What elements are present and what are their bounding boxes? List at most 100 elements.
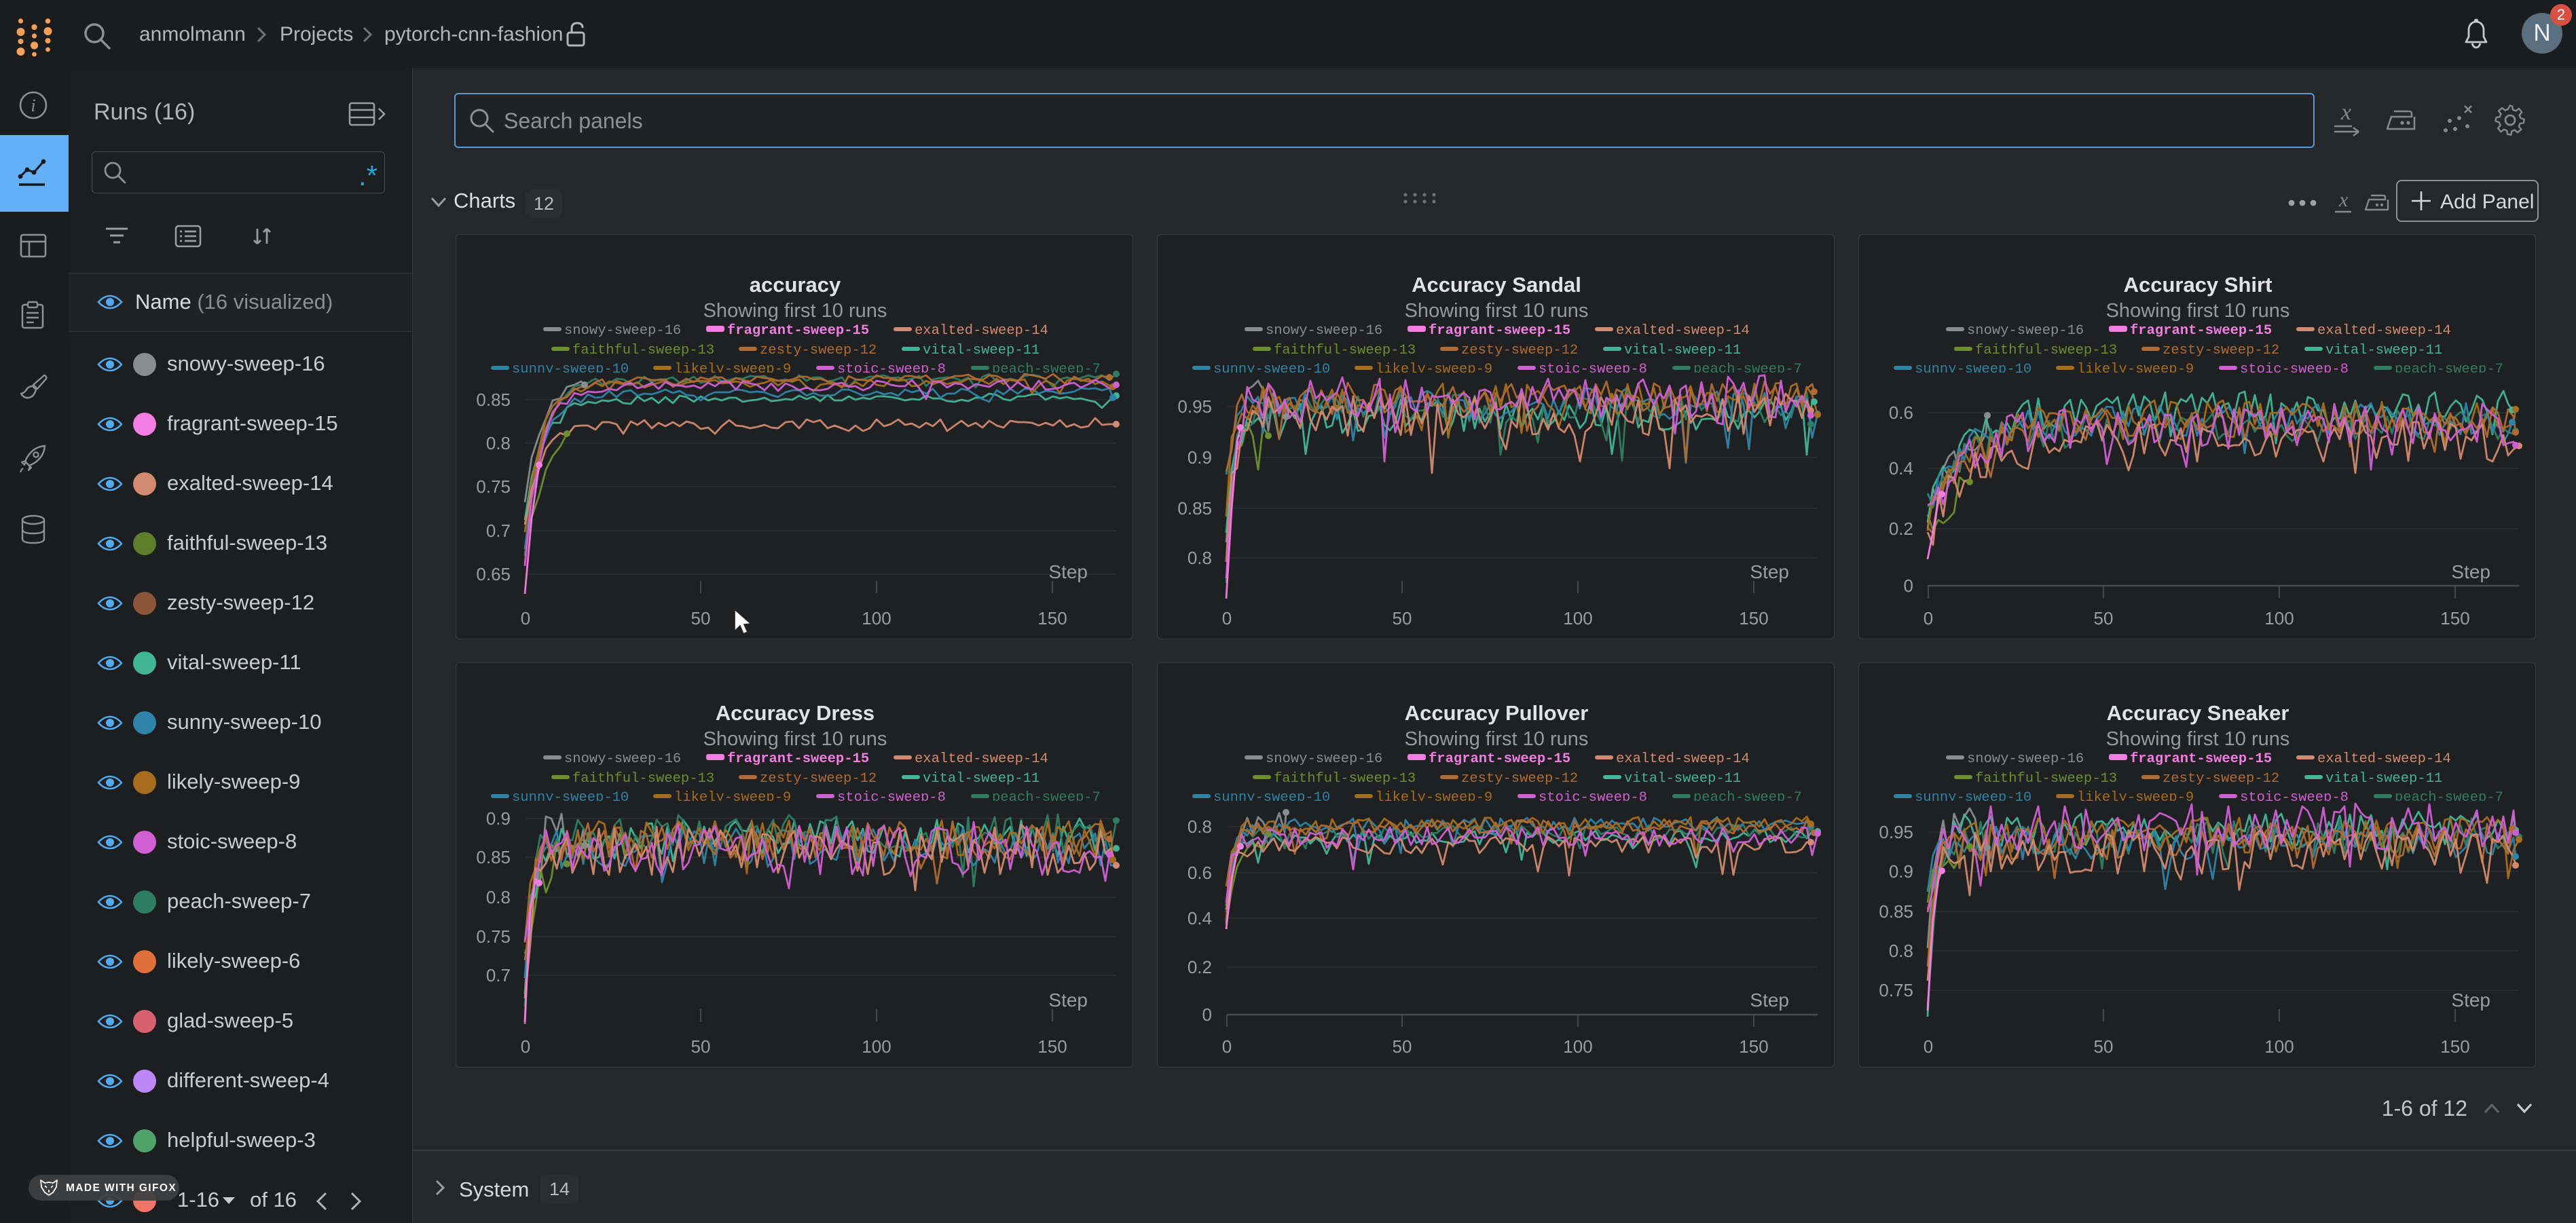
svg-text:0.85: 0.85 bbox=[1879, 901, 1913, 922]
svg-text:0.4: 0.4 bbox=[1889, 458, 1913, 478]
svg-text:likely-sweep-9: likely-sweep-9 bbox=[1376, 790, 1492, 806]
svg-text:0: 0 bbox=[1222, 608, 1232, 628]
svg-text:fragrant-sweep-15: fragrant-sweep-15 bbox=[1429, 323, 1570, 339]
svg-text:0: 0 bbox=[1202, 1004, 1212, 1025]
svg-text:stoic-sweep-8: stoic-sweep-8 bbox=[2240, 362, 2349, 377]
svg-text:vital-sweep-11: vital-sweep-11 bbox=[2325, 771, 2442, 787]
svg-text:50: 50 bbox=[691, 1036, 711, 1057]
svg-text:100: 100 bbox=[1563, 608, 1592, 628]
svg-text:0: 0 bbox=[1904, 576, 1913, 596]
svg-text:50: 50 bbox=[2094, 1036, 2114, 1057]
svg-text:vital-sweep-11: vital-sweep-11 bbox=[923, 771, 1039, 787]
svg-text:likely-sweep-9: likely-sweep-9 bbox=[1376, 362, 1492, 377]
svg-text:Step: Step bbox=[1048, 561, 1088, 582]
svg-text:likely-sweep-9: likely-sweep-9 bbox=[674, 362, 791, 377]
svg-text:150: 150 bbox=[2440, 608, 2469, 628]
svg-text:0.2: 0.2 bbox=[1889, 519, 1913, 539]
svg-text:0.95: 0.95 bbox=[1879, 822, 1913, 842]
svg-text:Showing first 10 runs: Showing first 10 runs bbox=[703, 300, 887, 322]
svg-text:Showing first 10 runs: Showing first 10 runs bbox=[1405, 300, 1589, 322]
svg-text:likely-sweep-9: likely-sweep-9 bbox=[674, 790, 791, 806]
svg-text:0.6: 0.6 bbox=[1889, 402, 1913, 423]
svg-text:exalted-sweep-14: exalted-sweep-14 bbox=[2317, 323, 2451, 339]
svg-text:0: 0 bbox=[1924, 1036, 1933, 1057]
svg-text:0.9: 0.9 bbox=[1188, 447, 1212, 468]
svg-text:Step: Step bbox=[1048, 990, 1088, 1011]
svg-text:0: 0 bbox=[1924, 608, 1933, 628]
svg-text:peach-sweep-7: peach-sweep-7 bbox=[992, 790, 1101, 806]
svg-text:0.75: 0.75 bbox=[476, 926, 511, 947]
svg-text:peach-sweep-7: peach-sweep-7 bbox=[992, 362, 1101, 377]
svg-text:100: 100 bbox=[1563, 1036, 1592, 1057]
svg-text:50: 50 bbox=[2094, 608, 2114, 628]
svg-text:0.8: 0.8 bbox=[486, 433, 511, 453]
svg-text:0.8: 0.8 bbox=[1188, 816, 1212, 837]
svg-text:0.7: 0.7 bbox=[486, 965, 511, 985]
svg-text:snowy-sweep-16: snowy-sweep-16 bbox=[564, 323, 681, 339]
svg-text:50: 50 bbox=[1393, 608, 1412, 628]
svg-text:Showing first 10 runs: Showing first 10 runs bbox=[2106, 728, 2290, 750]
svg-text:150: 150 bbox=[1037, 1036, 1067, 1057]
svg-text:faithful-sweep-13: faithful-sweep-13 bbox=[1274, 771, 1416, 787]
svg-text:snowy-sweep-16: snowy-sweep-16 bbox=[1967, 323, 2084, 339]
svg-text:50: 50 bbox=[1393, 1036, 1412, 1057]
svg-text:Accuracy Pullover: Accuracy Pullover bbox=[1405, 701, 1589, 725]
svg-text:zesty-sweep-12: zesty-sweep-12 bbox=[2163, 771, 2279, 787]
svg-text:exalted-sweep-14: exalted-sweep-14 bbox=[915, 751, 1048, 767]
svg-text:peach-sweep-7: peach-sweep-7 bbox=[2395, 362, 2503, 377]
svg-text:sunny-sweep-10: sunny-sweep-10 bbox=[512, 790, 629, 806]
svg-text:0.7: 0.7 bbox=[486, 521, 511, 541]
svg-text:100: 100 bbox=[862, 608, 891, 628]
svg-text:stoic-sweep-8: stoic-sweep-8 bbox=[1539, 790, 1647, 806]
svg-text:0: 0 bbox=[1222, 1036, 1232, 1057]
svg-text:0.8: 0.8 bbox=[486, 887, 511, 907]
svg-text:zesty-sweep-12: zesty-sweep-12 bbox=[1461, 771, 1578, 787]
svg-text:faithful-sweep-13: faithful-sweep-13 bbox=[1274, 343, 1416, 358]
svg-text:fragrant-sweep-15: fragrant-sweep-15 bbox=[1429, 751, 1570, 767]
svg-text:vital-sweep-11: vital-sweep-11 bbox=[1624, 771, 1741, 787]
svg-text:zesty-sweep-12: zesty-sweep-12 bbox=[760, 343, 877, 358]
svg-text:zesty-sweep-12: zesty-sweep-12 bbox=[2163, 343, 2279, 358]
svg-text:0.75: 0.75 bbox=[476, 476, 511, 497]
svg-text:Showing first 10 runs: Showing first 10 runs bbox=[703, 728, 887, 750]
svg-text:exalted-sweep-14: exalted-sweep-14 bbox=[915, 323, 1048, 339]
svg-text:0.4: 0.4 bbox=[1188, 908, 1212, 928]
svg-text:100: 100 bbox=[2264, 608, 2294, 628]
svg-text:0.2: 0.2 bbox=[1188, 957, 1212, 977]
svg-text:150: 150 bbox=[1037, 608, 1067, 628]
svg-text:faithful-sweep-13: faithful-sweep-13 bbox=[572, 771, 714, 787]
svg-text:stoic-sweep-8: stoic-sweep-8 bbox=[2240, 790, 2349, 806]
svg-text:likely-sweep-9: likely-sweep-9 bbox=[2077, 790, 2194, 806]
svg-text:snowy-sweep-16: snowy-sweep-16 bbox=[1266, 323, 1382, 339]
svg-text:0.95: 0.95 bbox=[1177, 396, 1212, 417]
svg-text:x: x bbox=[2338, 189, 2349, 211]
svg-text:stoic-sweep-8: stoic-sweep-8 bbox=[1539, 362, 1647, 377]
svg-text:x: x bbox=[2340, 102, 2351, 125]
svg-text:fragrant-sweep-15: fragrant-sweep-15 bbox=[2130, 751, 2272, 767]
svg-text:0.85: 0.85 bbox=[476, 390, 511, 410]
svg-text:vital-sweep-11: vital-sweep-11 bbox=[1624, 343, 1741, 358]
svg-text:0.85: 0.85 bbox=[1177, 498, 1212, 519]
svg-text:0: 0 bbox=[521, 608, 530, 628]
svg-text:0.85: 0.85 bbox=[476, 847, 511, 867]
svg-text:sunny-sweep-10: sunny-sweep-10 bbox=[1915, 790, 2031, 806]
svg-text:0.9: 0.9 bbox=[486, 808, 511, 829]
svg-text:peach-sweep-7: peach-sweep-7 bbox=[1693, 362, 1802, 377]
svg-text:stoic-sweep-8: stoic-sweep-8 bbox=[837, 362, 946, 377]
svg-text:sunny-sweep-10: sunny-sweep-10 bbox=[1213, 362, 1330, 377]
svg-text:exalted-sweep-14: exalted-sweep-14 bbox=[1616, 323, 1750, 339]
svg-text:0.65: 0.65 bbox=[476, 564, 511, 584]
svg-text:fragrant-sweep-15: fragrant-sweep-15 bbox=[2130, 323, 2272, 339]
svg-text:Step: Step bbox=[2451, 990, 2490, 1011]
svg-text:fragrant-sweep-15: fragrant-sweep-15 bbox=[727, 323, 869, 339]
svg-text:vital-sweep-11: vital-sweep-11 bbox=[923, 343, 1039, 358]
svg-text:Accuracy Sandal: Accuracy Sandal bbox=[1412, 273, 1581, 297]
svg-text:0.8: 0.8 bbox=[1889, 941, 1913, 961]
svg-text:Step: Step bbox=[1750, 990, 1789, 1011]
svg-text:100: 100 bbox=[2264, 1036, 2294, 1057]
svg-text:100: 100 bbox=[862, 1036, 891, 1057]
svg-text:snowy-sweep-16: snowy-sweep-16 bbox=[1967, 751, 2084, 767]
svg-text:accuracy: accuracy bbox=[750, 273, 841, 297]
svg-text:Step: Step bbox=[2451, 561, 2490, 582]
svg-text:snowy-sweep-16: snowy-sweep-16 bbox=[564, 751, 681, 767]
